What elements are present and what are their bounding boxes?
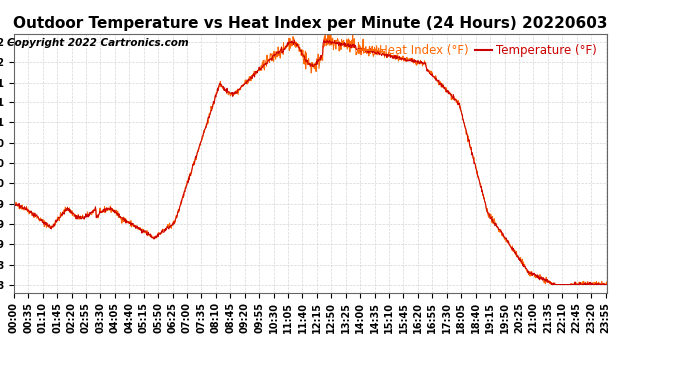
Heat Index (°F) [141, 231, 150, 235]
Heat Index (°F) [533, 273, 541, 277]
Heat Index (°F) [10, 201, 18, 206]
Line: Temperature (°F): Temperature (°F) [14, 40, 607, 285]
Temperature (°F) [127, 221, 135, 225]
Temperature (°F) [533, 273, 541, 277]
Temperature (°F) [481, 200, 489, 204]
Heat Index (°F) [548, 282, 556, 287]
Heat Index (°F) [208, 106, 216, 111]
Temperature (°F) [319, 38, 328, 42]
Heat Index (°F) [321, 32, 329, 36]
Temperature (°F) [208, 104, 216, 109]
Temperature (°F) [403, 57, 411, 62]
Heat Index (°F) [481, 200, 489, 204]
Heat Index (°F) [127, 225, 135, 229]
Title: Outdoor Temperature vs Heat Index per Minute (24 Hours) 20220603: Outdoor Temperature vs Heat Index per Mi… [13, 16, 608, 31]
Temperature (°F) [141, 229, 150, 234]
Temperature (°F) [10, 201, 18, 206]
Heat Index (°F) [403, 57, 411, 62]
Legend: Heat Index (°F), Temperature (°F): Heat Index (°F), Temperature (°F) [353, 40, 601, 62]
Text: Copyright 2022 Cartronics.com: Copyright 2022 Cartronics.com [7, 38, 188, 48]
Line: Heat Index (°F): Heat Index (°F) [14, 34, 607, 285]
Temperature (°F) [603, 282, 611, 287]
Heat Index (°F) [603, 281, 611, 286]
Temperature (°F) [547, 282, 555, 287]
